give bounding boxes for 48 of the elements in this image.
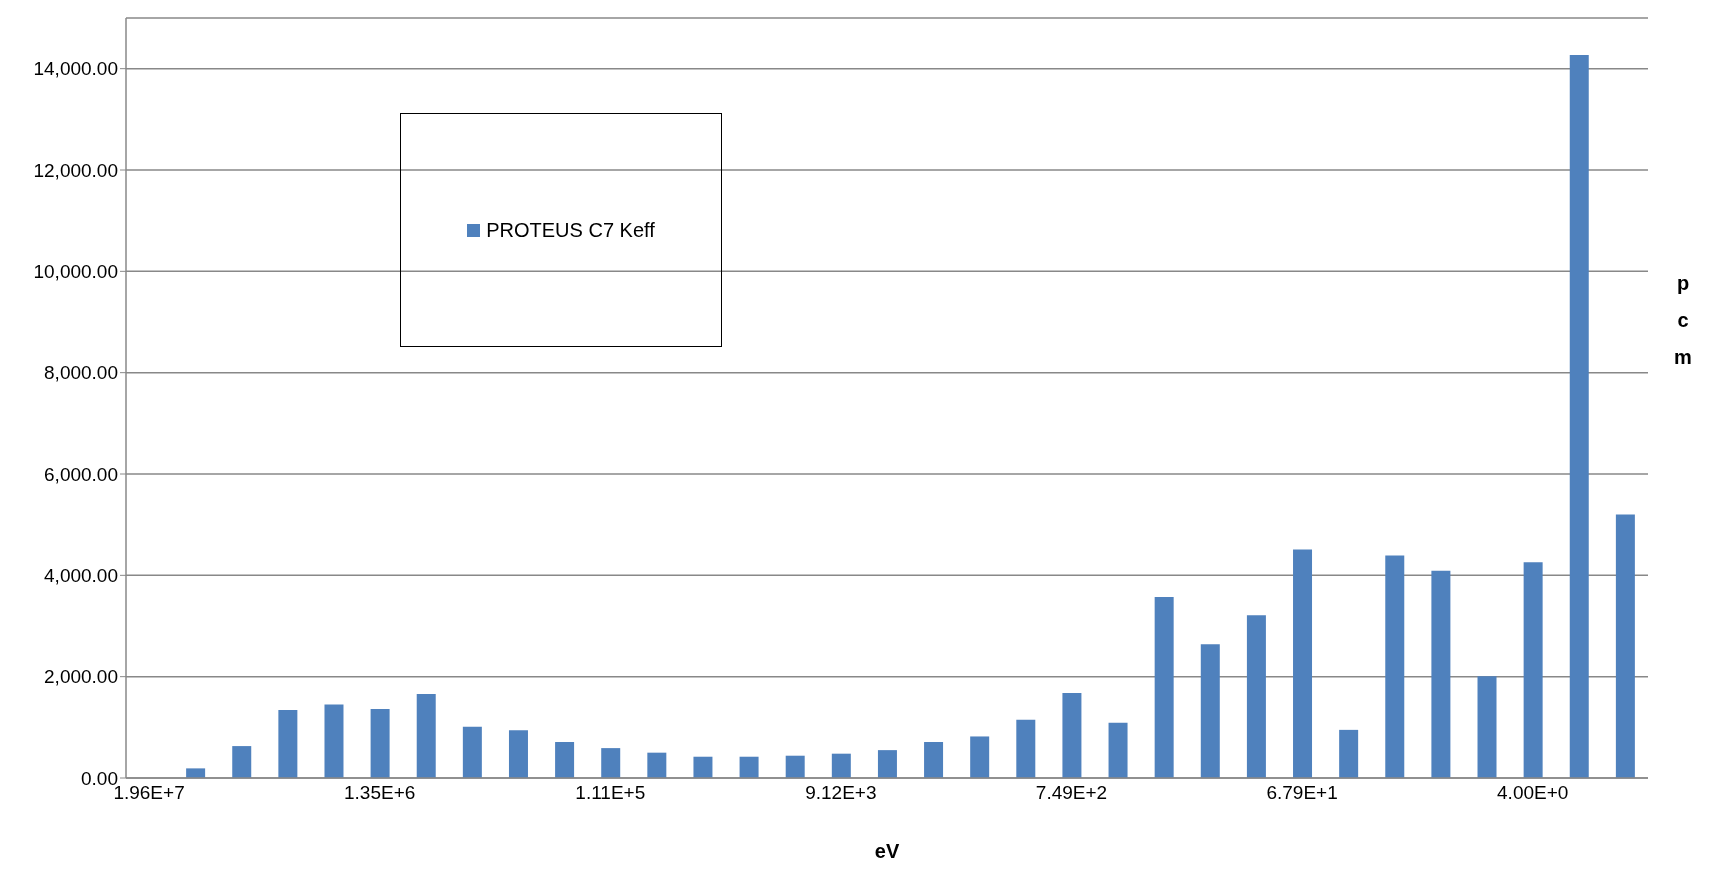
- bar: [278, 710, 298, 778]
- bar: [1154, 597, 1174, 778]
- y-axis-title: pcm: [1674, 272, 1692, 368]
- bar: [370, 709, 390, 778]
- bar: [1523, 562, 1543, 778]
- bar: [1477, 676, 1497, 778]
- bar: [601, 748, 621, 778]
- bar: [555, 742, 575, 778]
- x-tick-label: 7.49E+2: [1035, 782, 1108, 804]
- bar: [1615, 514, 1635, 778]
- y-tick-label: 12,000.00: [33, 159, 118, 181]
- x-tick-label: 1.11E+5: [575, 782, 646, 804]
- bar: [324, 704, 344, 778]
- bar: [785, 755, 805, 778]
- bar: [1569, 54, 1589, 778]
- y-tick-label: 10,000.00: [33, 261, 118, 283]
- y-tick-label: 4,000.00: [44, 565, 118, 587]
- bar: [186, 768, 206, 778]
- legend-label: PROTEUS C7 Keff: [485, 218, 655, 242]
- bar: [508, 730, 528, 778]
- bar: [416, 693, 436, 778]
- y-tick-label: 2,000.00: [44, 666, 118, 688]
- bar: [1246, 615, 1266, 778]
- y-tick-label: 8,000.00: [44, 362, 118, 384]
- x-axis-title: eV: [874, 840, 900, 862]
- y-tick-label: 6,000.00: [44, 463, 118, 485]
- x-tick-label: 4.00E+0: [1497, 782, 1569, 804]
- x-tick-label: 1.35E+6: [344, 782, 416, 804]
- bar: [647, 752, 667, 778]
- bar: [1016, 719, 1036, 778]
- x-tick-label: 9.12E+3: [805, 782, 877, 804]
- x-tick-label: 6.79E+1: [1266, 782, 1338, 804]
- bar: [831, 753, 851, 778]
- bar: [1062, 692, 1082, 778]
- bar: [1339, 729, 1359, 778]
- bar: [1431, 570, 1451, 778]
- bar: [462, 726, 482, 778]
- bar: [1200, 644, 1220, 778]
- bar: [877, 750, 897, 778]
- bar: [739, 756, 759, 778]
- bar: [1108, 722, 1128, 778]
- y-tick-label: 14,000.00: [33, 58, 118, 80]
- bar: [924, 742, 944, 778]
- bar: [693, 756, 713, 778]
- bar: [232, 746, 252, 778]
- bar: [1385, 555, 1405, 778]
- bar: [970, 736, 990, 778]
- bar: [1293, 549, 1313, 778]
